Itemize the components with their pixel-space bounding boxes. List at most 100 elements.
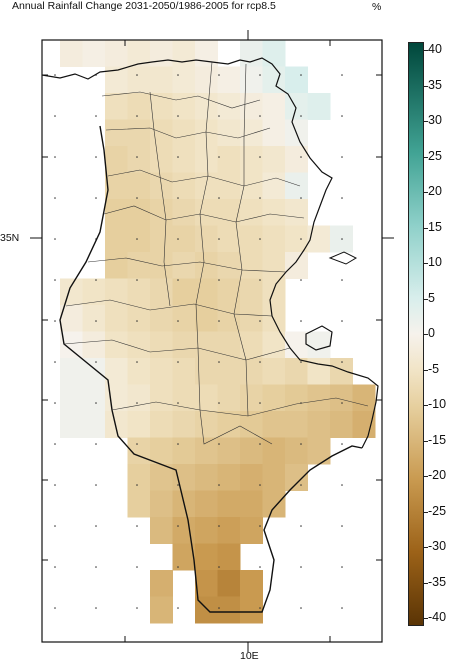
grid-cell — [105, 358, 128, 385]
grid-cell — [307, 384, 331, 412]
grid-dot — [341, 484, 343, 486]
grid-cell — [262, 93, 286, 120]
grid-cell — [172, 464, 196, 491]
grid-cell — [262, 40, 286, 67]
grid-dot — [54, 607, 56, 609]
grid-dot — [300, 443, 302, 445]
grid-cell — [82, 384, 106, 412]
grid-cell — [262, 464, 286, 491]
grid-cell — [262, 411, 286, 438]
grid-cell — [217, 225, 241, 253]
colorbar-tick-label: 5 — [428, 290, 435, 305]
grid-dot — [300, 484, 302, 486]
colorbar-tick-mark — [424, 192, 428, 193]
grid-cell — [240, 146, 263, 173]
colorbar-tick-mark — [424, 369, 428, 371]
grid-dot — [259, 156, 261, 158]
grid-dot — [300, 279, 302, 281]
grid-dot — [341, 320, 343, 322]
grid-dot — [300, 361, 302, 363]
grid-cell — [127, 146, 151, 173]
grid-cell — [262, 437, 286, 465]
grid-dot — [136, 197, 138, 199]
grid-cell — [150, 146, 173, 173]
grid-dot — [218, 74, 220, 76]
colorbar-tick-mark — [424, 50, 428, 51]
grid-cell — [195, 40, 218, 67]
grid-cell — [307, 437, 331, 465]
grid-dot — [54, 279, 56, 281]
grid-cell — [195, 93, 218, 120]
grid-dot — [341, 566, 343, 568]
grid-dot — [54, 402, 56, 404]
grid-dot — [54, 238, 56, 240]
country-border — [59, 125, 363, 613]
grid-cell — [127, 93, 151, 120]
unit-label: % — [372, 1, 382, 13]
grid-dot — [54, 320, 56, 322]
grid-dot — [95, 279, 97, 281]
colorbar-tick-label: -40 — [428, 610, 447, 624]
grid-cell — [217, 570, 241, 597]
grid-cell — [217, 517, 241, 544]
grid-cell — [330, 358, 353, 385]
grid-cell — [240, 331, 263, 359]
grid-cell — [127, 40, 151, 67]
grid-dot — [177, 74, 179, 76]
longitude-tick-label: 10E — [240, 650, 259, 662]
grid-dot — [177, 566, 179, 568]
grid-cell — [195, 199, 218, 226]
grid-dot — [177, 238, 179, 240]
grid-cell — [60, 358, 83, 385]
grid-cell — [217, 93, 241, 120]
grid-cell — [172, 66, 196, 94]
grid-cell — [285, 411, 308, 438]
grid-dot — [177, 279, 179, 281]
grid-cell — [105, 252, 128, 279]
grid-cell — [262, 146, 286, 173]
grid-cell — [217, 66, 241, 94]
grid-dot — [95, 443, 97, 445]
grid-dot — [218, 238, 220, 240]
grid-cell — [217, 490, 241, 518]
grid-cell — [240, 199, 263, 226]
grid-cell — [172, 119, 196, 147]
grid-dot — [95, 320, 97, 322]
grid-dot — [300, 156, 302, 158]
grid-cell — [195, 172, 218, 200]
colorbar-tick-label: 10 — [428, 255, 442, 269]
grid-dot — [218, 443, 220, 445]
colorbar-tick-label: -30 — [428, 539, 447, 553]
grid-cell — [285, 172, 308, 200]
grid-cell — [262, 331, 286, 359]
grid-cell — [150, 596, 173, 624]
grid-cell — [217, 305, 241, 332]
grid-cell — [352, 411, 376, 438]
grid-cell — [285, 331, 308, 359]
grid-dot — [95, 607, 97, 609]
grid-cell — [195, 119, 218, 147]
grid-dot — [54, 443, 56, 445]
grid-cell — [217, 252, 241, 279]
grid-dot — [54, 361, 56, 363]
grid-dot — [341, 279, 343, 281]
grid-dot — [259, 525, 261, 527]
grid-dot — [300, 525, 302, 527]
grid-cell — [240, 358, 263, 385]
grid-cell — [307, 331, 331, 359]
grid-cell — [195, 358, 218, 385]
grid-dot — [54, 484, 56, 486]
grid-dot — [218, 484, 220, 486]
grid-cell — [172, 411, 196, 438]
grid-dot — [136, 607, 138, 609]
grid-cell — [195, 411, 218, 438]
grid-dot — [177, 484, 179, 486]
grid-cell — [240, 225, 263, 253]
grid-cell — [352, 384, 376, 412]
grid-cell — [150, 411, 173, 438]
grid-cell — [217, 596, 241, 624]
grid-cell — [307, 93, 331, 120]
grid-dot — [218, 279, 220, 281]
grid-cell — [60, 384, 83, 412]
grid-dot — [300, 607, 302, 609]
